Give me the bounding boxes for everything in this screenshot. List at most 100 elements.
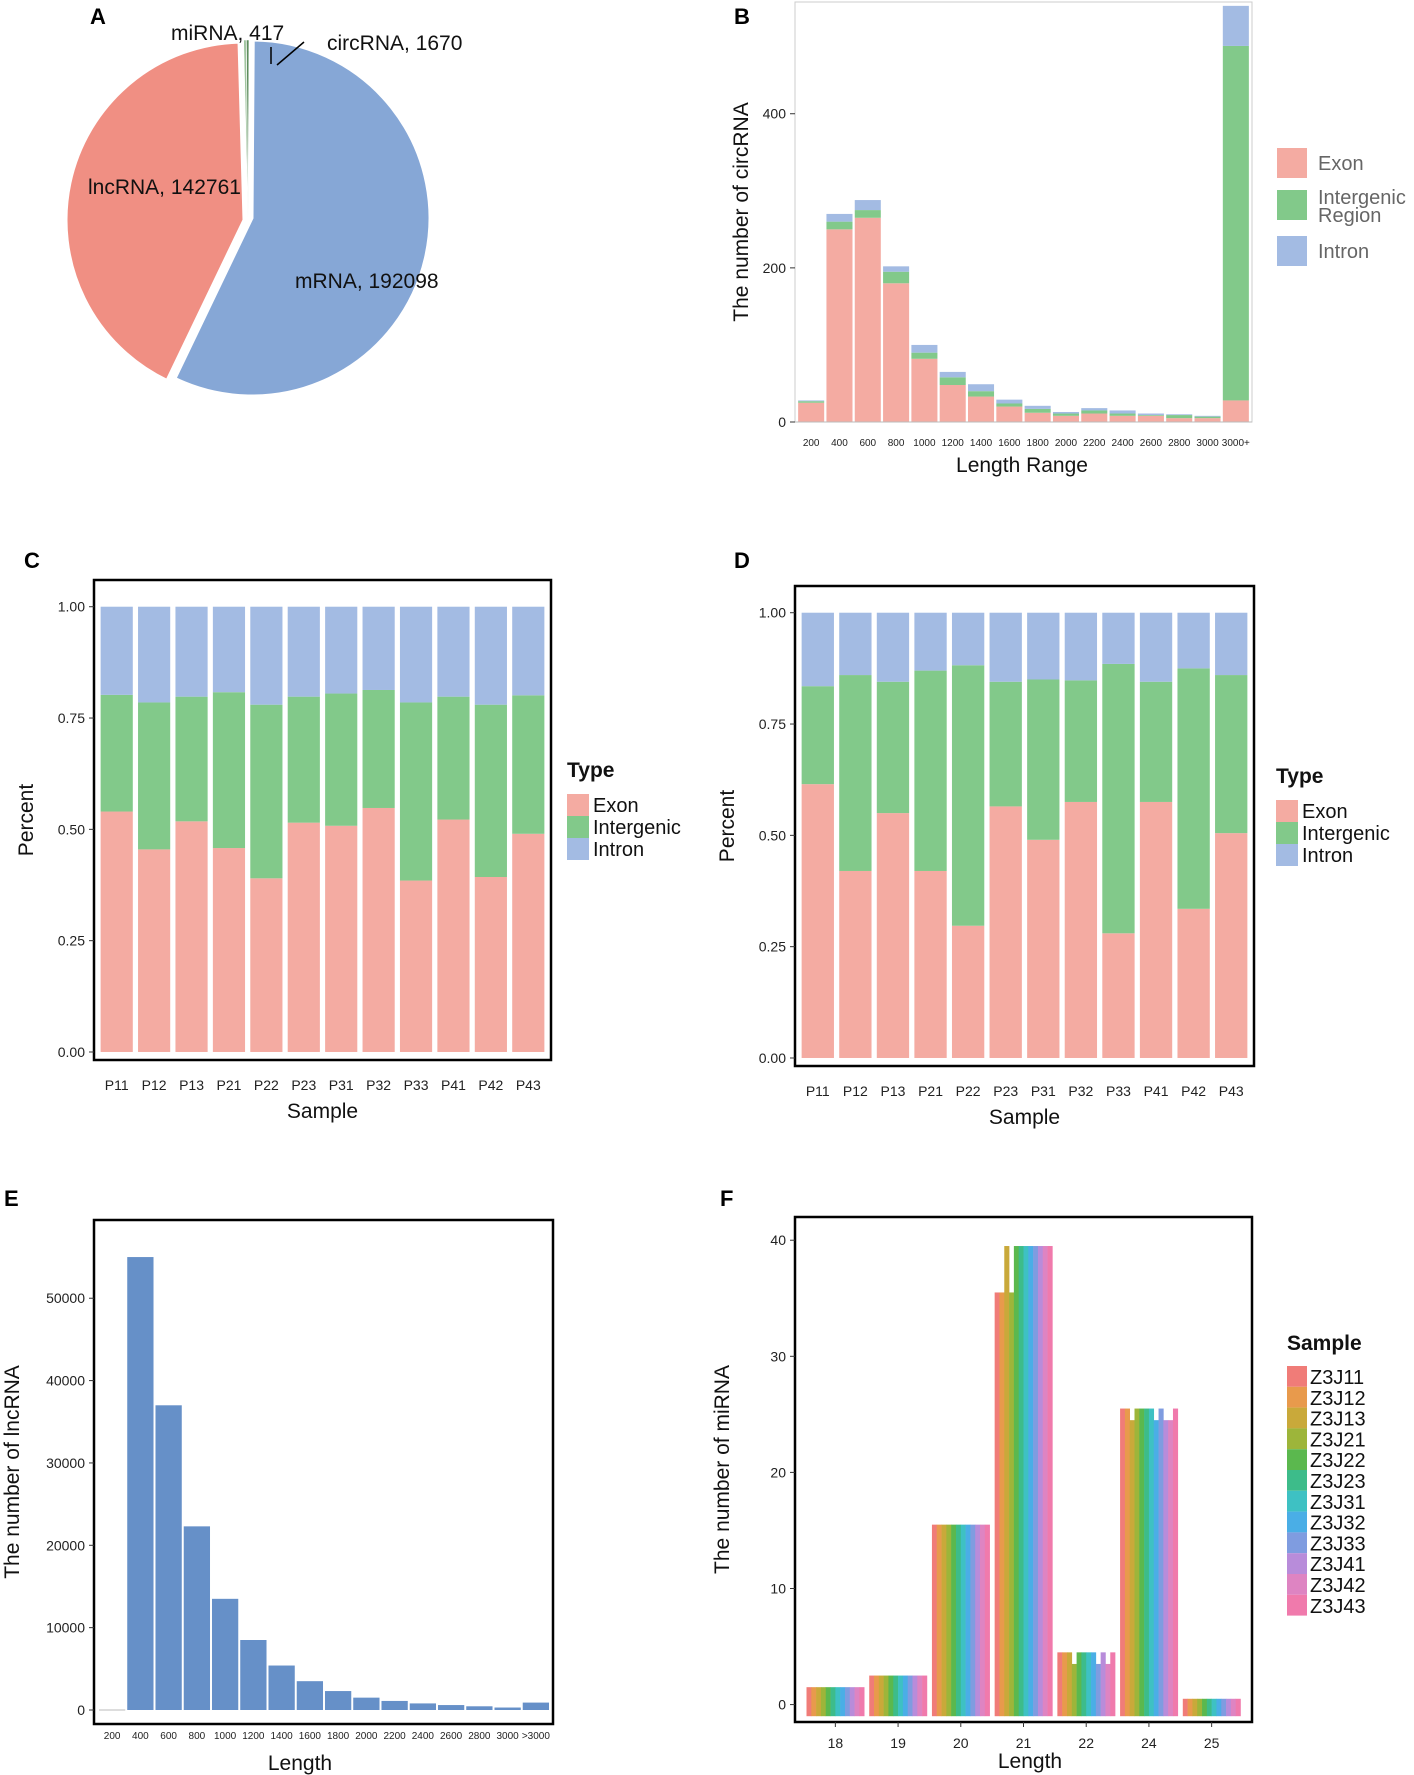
- y-tick-label: 30000: [46, 1455, 85, 1471]
- legend-swatch: [1276, 800, 1298, 822]
- x-tick-label: 20: [953, 1735, 969, 1751]
- bar-segment: [854, 210, 881, 218]
- bar: [1037, 1246, 1044, 1717]
- bar-segment: [911, 358, 938, 422]
- bar: [835, 1687, 841, 1717]
- bar-segment: [1139, 612, 1173, 682]
- mirna-length-chart: 18 19 20 21 22 24 25 0 10 20 30 40 Length The number …: [711, 1215, 1366, 1773]
- bar-segment: [250, 878, 283, 1052]
- bar-segment: [1081, 410, 1108, 414]
- x-tick-label: P22: [956, 1083, 981, 1099]
- bar: [1216, 1698, 1222, 1717]
- bar: [1018, 1246, 1024, 1717]
- x-axis-title: Length Range: [956, 454, 1088, 477]
- bar: [1226, 1698, 1232, 1717]
- bar-segment: [911, 344, 938, 353]
- bar: [984, 1524, 990, 1717]
- x-tick-label: 2600: [1140, 438, 1163, 449]
- legend-swatch: [1287, 1490, 1307, 1512]
- bar-segment: [474, 606, 507, 705]
- legend-label: Intergenic: [1302, 823, 1390, 845]
- bar-segment: [512, 695, 545, 834]
- pie-label-mirna: miRNA, 417: [171, 22, 284, 45]
- legend-label: Z3J11: [1310, 1367, 1364, 1389]
- bar: [854, 1687, 860, 1717]
- bar-segment: [801, 784, 834, 1058]
- bar: [931, 1524, 938, 1717]
- bar: [960, 1524, 966, 1717]
- legend-label: Z3J33: [1310, 1533, 1366, 1555]
- bar: [825, 1687, 831, 1717]
- bar: [907, 1675, 913, 1717]
- bar-segment: [1064, 801, 1098, 1058]
- legend-label: Z3J42: [1310, 1575, 1366, 1597]
- bar-segment: [1081, 408, 1108, 411]
- x-tick-label: P42: [478, 1077, 503, 1093]
- bar: [466, 1706, 493, 1710]
- bar-segment: [175, 821, 208, 1052]
- bar-segment: [437, 819, 470, 1052]
- bar-segment: [287, 822, 320, 1052]
- bar: [381, 1700, 408, 1710]
- bar-segment: [914, 612, 947, 671]
- bar: [898, 1675, 904, 1717]
- bar-segment: [996, 403, 1023, 407]
- bar: [1091, 1652, 1097, 1717]
- bar-segment: [100, 606, 133, 695]
- bar-segment: [1166, 418, 1193, 422]
- legend-label: Z3J23: [1310, 1471, 1366, 1493]
- bar: [1129, 1420, 1135, 1717]
- bar-segment: [1052, 413, 1079, 416]
- bar-segment: [939, 371, 966, 378]
- bar: [922, 1675, 928, 1717]
- y-tick-label: 0: [778, 1697, 786, 1713]
- bar-segment: [883, 266, 910, 272]
- bar-segment: [854, 200, 881, 211]
- bar-segment: [911, 352, 938, 359]
- bar: [1047, 1246, 1053, 1717]
- x-tick-label: 2400: [412, 1731, 435, 1742]
- pie-slice: [243, 39, 249, 219]
- bar: [1163, 1420, 1169, 1717]
- bar-segment: [1194, 416, 1221, 419]
- bar-segment: [1137, 413, 1164, 416]
- x-tick-label: 21: [1016, 1735, 1032, 1751]
- x-tick-label: P41: [441, 1077, 466, 1093]
- y-tick-label: 0.00: [759, 1050, 786, 1066]
- bar: [1105, 1663, 1111, 1717]
- x-tick-label: 2800: [468, 1731, 491, 1742]
- legend-swatch: [567, 816, 589, 838]
- bar: [1211, 1698, 1217, 1717]
- y-tick-label: 0.75: [759, 716, 786, 732]
- bar-segment: [989, 806, 1022, 1058]
- legend-label-region: Region: [1318, 205, 1381, 227]
- bar-segment: [1222, 45, 1249, 401]
- bar-segment: [1215, 612, 1248, 676]
- y-tick-label: 40000: [46, 1373, 85, 1389]
- x-tick-label: 3000+: [1222, 438, 1250, 449]
- x-tick-label: 2600: [440, 1731, 463, 1742]
- bar: [1057, 1652, 1063, 1717]
- bar-segment: [1064, 612, 1098, 681]
- pie-label-circrna: circRNA, 1670: [327, 32, 462, 55]
- legend-swatch: [1287, 1553, 1307, 1574]
- bar-segment: [968, 391, 995, 397]
- bar: [1153, 1420, 1159, 1717]
- bar-segment: [826, 229, 853, 422]
- x-tick-label: P22: [254, 1077, 279, 1093]
- bar-segment: [1064, 680, 1098, 802]
- bar-segment: [989, 612, 1022, 682]
- legend-swatch: [1287, 1511, 1307, 1533]
- pie-slice: [246, 39, 250, 219]
- bar: [1144, 1408, 1150, 1717]
- x-tick-label: P32: [366, 1077, 391, 1093]
- y-tick-label: 50000: [46, 1290, 85, 1306]
- legend-swatch: [1287, 1470, 1307, 1491]
- bar-segment: [839, 612, 872, 676]
- bar: [1100, 1652, 1106, 1717]
- bar-segment: [399, 606, 433, 703]
- bar-segment: [1194, 415, 1221, 417]
- bar-segment: [362, 606, 395, 690]
- x-tick-label: 1400: [271, 1731, 294, 1742]
- bar-segment: [1109, 415, 1136, 422]
